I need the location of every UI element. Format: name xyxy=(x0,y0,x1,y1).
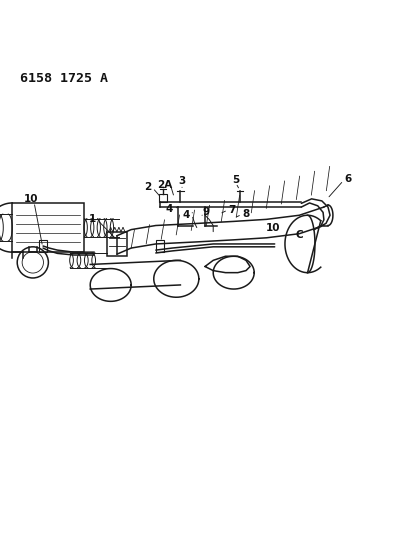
Text: 10: 10 xyxy=(24,194,38,204)
Text: 7: 7 xyxy=(227,205,235,215)
Text: 1: 1 xyxy=(88,214,96,223)
Text: 6158 1725 A: 6158 1725 A xyxy=(20,72,108,85)
Text: 9: 9 xyxy=(202,207,209,217)
Text: 3: 3 xyxy=(178,176,185,186)
Text: 8: 8 xyxy=(242,208,249,219)
Text: 2: 2 xyxy=(144,182,151,191)
Text: 5: 5 xyxy=(231,175,239,184)
Text: C: C xyxy=(295,230,302,240)
Text: 4: 4 xyxy=(165,204,173,214)
Text: 6: 6 xyxy=(343,174,351,184)
Text: 4: 4 xyxy=(182,210,190,220)
Text: 10: 10 xyxy=(265,223,279,232)
Text: 2A: 2A xyxy=(157,180,172,190)
